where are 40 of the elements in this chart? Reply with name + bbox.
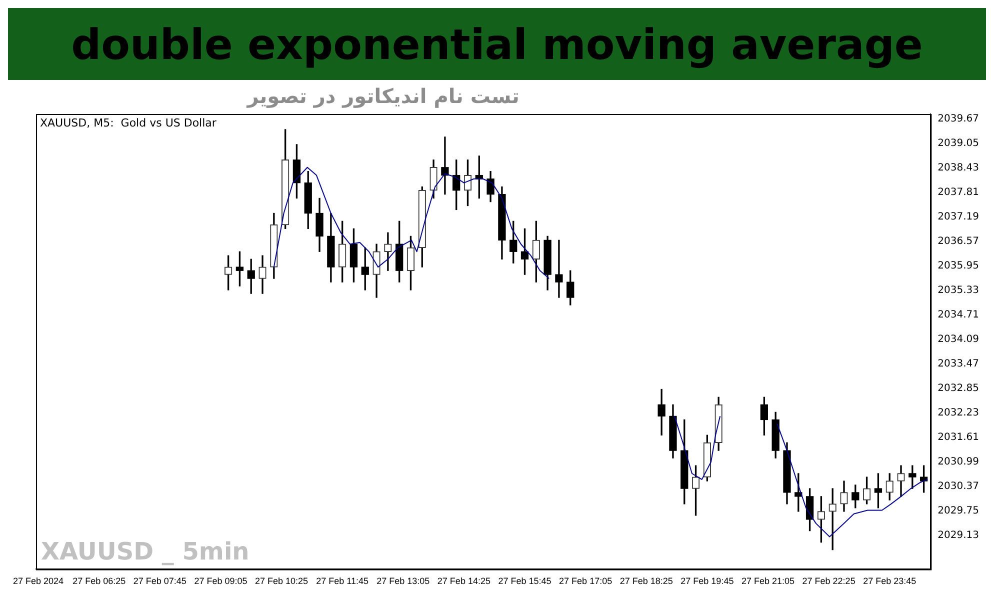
candlestick xyxy=(384,232,392,271)
y-tick-label: 2037.81 xyxy=(938,186,980,198)
chart-title: double exponential moving average xyxy=(71,20,923,68)
y-tick-label: 2031.61 xyxy=(938,432,980,444)
text: تست نام اندیکاتور در تصویر xyxy=(246,84,520,108)
y-tick-label: 2030.37 xyxy=(938,481,980,492)
x-tick-label: 27 Feb 10:25 xyxy=(254,576,308,586)
y-tick-label: 2030.99 xyxy=(938,456,980,468)
y-tick-label: 2035.95 xyxy=(938,260,980,272)
x-tick-label: 27 Feb 23:45 xyxy=(863,576,916,586)
y-tick-label: 2035.33 xyxy=(938,284,980,296)
x-tick-label: 27 Feb 18:25 xyxy=(620,576,673,586)
y-tick-label: 2032.23 xyxy=(938,408,980,419)
x-tick-label: 27 Feb 17:05 xyxy=(559,576,612,586)
y-tick-label: 2034.71 xyxy=(938,310,980,320)
y-tick-label: 2034.09 xyxy=(938,334,980,346)
candlestick xyxy=(555,240,563,298)
x-tick-label: 27 Feb 22:25 xyxy=(802,576,856,586)
y-tick-label: 2037.19 xyxy=(938,211,980,222)
x-tick-label: 27 Feb 15:45 xyxy=(498,576,552,586)
chart-subtitle: XAUUSD, M5: Gold vs US Dollar xyxy=(40,116,217,130)
y-tick-label: 2029.13 xyxy=(938,530,980,542)
x-tick-label: 27 Feb 14:25 xyxy=(437,576,490,586)
y-tick-label: 2033.47 xyxy=(938,358,980,370)
x-tick-label: 27 Feb 2024 xyxy=(13,576,64,586)
y-tick-label: 2032.85 xyxy=(938,383,980,394)
x-tick-label: 27 Feb 09:05 xyxy=(194,576,248,586)
candlestick xyxy=(441,136,449,195)
x-tick-label: 27 Feb 11:45 xyxy=(316,576,369,586)
y-tick-label: 2038.43 xyxy=(938,162,980,174)
x-tick-label: 27 Feb 19:45 xyxy=(680,576,734,586)
x-tick-label: 27 Feb 07:45 xyxy=(133,576,186,586)
y-tick-label: 2039.67 xyxy=(938,113,980,124)
x-tick-label: 27 Feb 21:05 xyxy=(741,576,795,586)
y-tick-label: 2039.05 xyxy=(938,138,980,149)
y-tick-label: 2036.57 xyxy=(938,236,980,247)
y-tick-label: 2029.75 xyxy=(938,506,980,517)
x-tick-label: 27 Feb 13:05 xyxy=(376,576,430,586)
x-tick-label: 27 Feb 06:25 xyxy=(72,576,126,586)
annotation: XAUUSD _ 5min xyxy=(41,537,250,566)
